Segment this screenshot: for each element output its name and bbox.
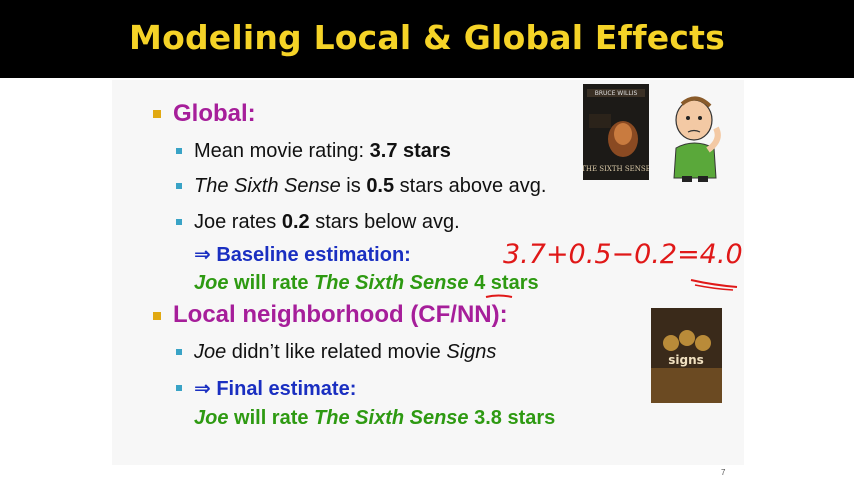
arrow-icon: ⇒: [194, 378, 211, 400]
signs-poster: signs: [651, 308, 722, 403]
sixth-sense-line: The Sixth Sense is 0.5 stars above avg.: [194, 175, 546, 198]
handwritten-equation: 3.7+0.5−0.2=4.0: [503, 239, 743, 270]
baseline-movie: The Sixth Sense: [314, 272, 469, 294]
final-will-rate: will rate: [228, 407, 315, 429]
underline-mark-2: [694, 284, 734, 291]
mean-rating-line: Mean movie rating: 3.7 stars: [194, 140, 451, 163]
bullet-sixth-sense: [176, 183, 182, 189]
sixth-sense-poster: BRUCE WILLIS THE SIXTH SENSE: [581, 84, 651, 180]
movie-title: The Sixth Sense: [194, 175, 341, 197]
global-heading: Global:: [173, 100, 256, 127]
mean-label: Mean movie rating:: [194, 140, 370, 162]
final-movie: The Sixth Sense: [314, 407, 469, 429]
baseline-will-rate: will rate: [228, 272, 315, 294]
title-bar: Modeling Local & Global Effects: [0, 0, 854, 78]
final-line: ⇒ Final estimate:: [194, 376, 356, 401]
handwritten-annotation: 3.7+0.5−0.2=4.0: [503, 239, 743, 291]
local-heading: Local neighborhood (CF/NN):: [173, 301, 508, 328]
bullet-joe: [176, 219, 182, 225]
svg-text:signs: signs: [668, 353, 704, 367]
svg-text:THE SIXTH SENSE: THE SIXTH SENSE: [583, 165, 649, 173]
bullet-final: [176, 385, 182, 391]
final-joe: Joe: [194, 407, 229, 429]
below-value: 0.2: [281, 211, 310, 233]
bullet-global: [153, 110, 161, 118]
below-text: stars below avg.: [309, 211, 460, 233]
thinking-man-icon: [673, 96, 721, 182]
baseline-joe: Joe: [194, 272, 229, 294]
joe-rates-text: Joe rates: [194, 211, 282, 233]
baseline-label: Baseline estimation:: [210, 244, 411, 266]
final-label: Final estimate:: [210, 378, 357, 400]
final-result-line: Joe will rate The Sixth Sense 3.8 stars: [194, 407, 555, 430]
bullet-signs: [176, 349, 182, 355]
local-movie: Signs: [446, 341, 497, 363]
svg-text:BRUCE WILLIS: BRUCE WILLIS: [595, 90, 638, 97]
signs-line: Joe didn’t like related movie Signs: [194, 341, 496, 364]
above-value: 0.5: [366, 175, 395, 197]
is-text: is: [340, 175, 367, 197]
baseline-result-line: Joe will rate The Sixth Sense 4 stars: [194, 272, 539, 295]
final-value: 3.8 stars: [468, 407, 556, 429]
poster-image-icon: BRUCE WILLIS THE SIXTH SENSE: [581, 84, 651, 180]
above-text: stars above avg.: [394, 175, 547, 197]
underline-mark: [690, 279, 738, 288]
bullet-local: [153, 312, 161, 320]
arrow-icon: ⇒: [194, 244, 211, 266]
slide-title: Modeling Local & Global Effects: [129, 18, 725, 57]
mean-value: 3.7 stars: [369, 140, 451, 162]
page-number: 7: [721, 468, 726, 477]
signs-poster-image-icon: signs: [651, 308, 722, 403]
local-joe: Joe: [194, 341, 227, 363]
thinking-man-cartoon: [660, 90, 732, 184]
baseline-value: 4 stars: [468, 272, 539, 294]
underline-4-mark: [485, 294, 513, 298]
baseline-line: ⇒ Baseline estimation:: [194, 242, 411, 267]
local-text: didn’t like related movie: [226, 341, 447, 363]
bullet-mean: [176, 148, 182, 154]
joe-rates-line: Joe rates 0.2 stars below avg.: [194, 211, 460, 234]
